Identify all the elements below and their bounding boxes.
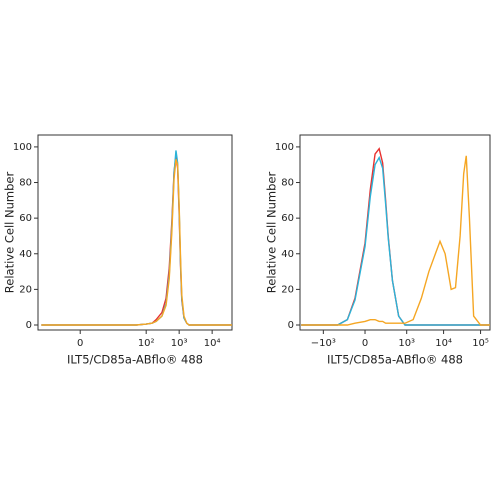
y-tick-label: 80 xyxy=(19,178,32,189)
x-axis-title: ILT5/CD85a-ABflo® 488 xyxy=(67,353,203,367)
plot-frame xyxy=(299,134,491,331)
y-tick-label: 0 xyxy=(26,320,32,331)
x-tick-label: 0 xyxy=(362,338,368,349)
x-tick-label: 10⁵ xyxy=(472,338,489,349)
y-axis-title: Relative Cell Number xyxy=(3,172,17,294)
x-tick-label: 0 xyxy=(77,338,83,349)
y-tick-label: 40 xyxy=(19,249,32,260)
x-tick-label: 10⁴ xyxy=(204,338,221,349)
x-tick-label: 10³ xyxy=(398,338,415,349)
x-tick-label: 10⁴ xyxy=(435,338,452,349)
histogram-line xyxy=(301,155,490,326)
x-tick-label: −10³ xyxy=(311,338,336,349)
plot-frame xyxy=(37,134,233,331)
y-tick-label: 60 xyxy=(19,213,32,224)
x-tick-label: 10³ xyxy=(171,338,188,349)
histogram-line xyxy=(301,155,490,326)
histogram-line xyxy=(41,159,232,326)
y-tick-label: 100 xyxy=(275,142,294,153)
y-tick-label: 80 xyxy=(281,178,294,189)
x-tick-label: 10² xyxy=(138,338,155,349)
y-tick-label: 40 xyxy=(281,249,294,260)
y-tick-label: 20 xyxy=(19,284,32,295)
y-tick-label: 20 xyxy=(281,284,294,295)
y-tick-label: 60 xyxy=(281,213,294,224)
x-axis-title: ILT5/CD85a-ABflo® 488 xyxy=(327,353,463,367)
histogram-line xyxy=(41,155,232,326)
y-tick-label: 0 xyxy=(288,320,294,331)
y-axis-title: Relative Cell Number xyxy=(265,172,279,294)
y-tick-label: 100 xyxy=(13,142,32,153)
histogram-line xyxy=(41,150,232,326)
